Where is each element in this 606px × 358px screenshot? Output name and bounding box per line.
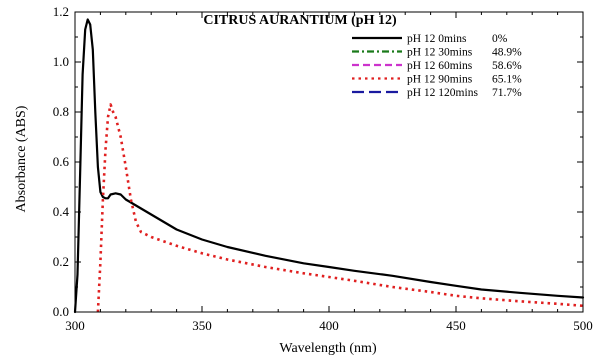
x-tick-label: 300 — [65, 318, 85, 333]
x-axis-label: Wavelength (nm) — [279, 341, 377, 356]
legend: pH 12 0mins 0% pH 12 30mins 48.9% pH 12 60mi… — [346, 28, 542, 104]
series-line-3 — [96, 103, 584, 313]
legend-percent-4: 71.7% — [492, 87, 522, 99]
legend-label-0: pH 12 0mins — [407, 33, 467, 45]
y-axis-label: Absorbance (ABS) — [14, 105, 29, 212]
chart-title: CITRUS AURANTIUM (pH 12) — [203, 13, 397, 28]
legend-label-2: pH 12 60mins — [407, 60, 473, 72]
x-tick-label: 350 — [192, 318, 212, 333]
plot-frame — [74, 11, 584, 313]
x-tick-label: 450 — [446, 318, 466, 333]
tick-labels: 300 350 400 450 500 0.0 0.2 0.4 0.6 0.8 1.0 1.2 — [53, 4, 593, 333]
legend-percent-3: 65.1% — [492, 74, 522, 86]
legend-label-4: pH 12 120mins — [407, 87, 478, 99]
x-tick-label: 400 — [319, 318, 339, 333]
x-tick-label: 500 — [573, 318, 593, 333]
y-tick-label: 0.2 — [53, 254, 69, 269]
legend-label-3: pH 12 90mins — [407, 74, 473, 86]
series-layer — [73, 18, 585, 314]
y-tick-label: 1.0 — [53, 54, 69, 69]
legend-percent-1: 48.9% — [492, 47, 522, 59]
y-tick-label: 0.6 — [53, 154, 70, 169]
series-line-0 — [73, 18, 585, 314]
legend-percent-2: 58.6% — [492, 60, 522, 72]
y-tick-label: 1.2 — [53, 4, 69, 19]
legend-percent-0: 0% — [492, 33, 508, 45]
y-tick-label: 0.4 — [53, 204, 70, 219]
y-tick-label: 0.0 — [53, 304, 69, 319]
legend-label-1: pH 12 30mins — [407, 47, 473, 59]
y-tick-label: 0.8 — [53, 104, 69, 119]
